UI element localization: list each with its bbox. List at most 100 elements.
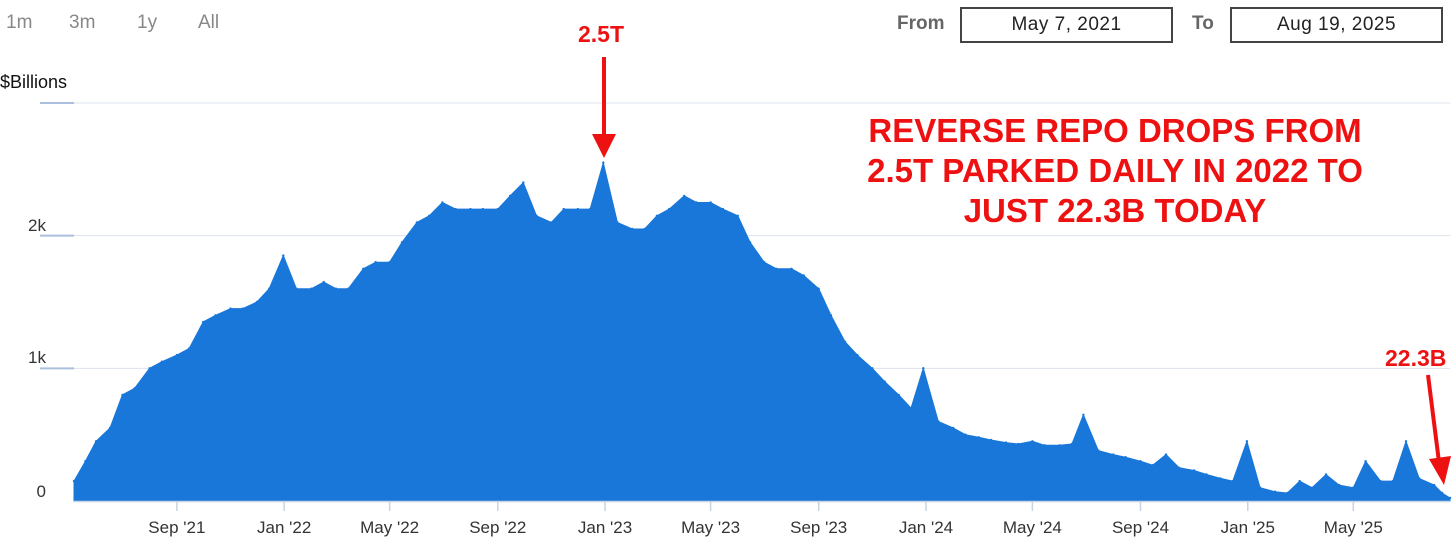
data-point — [1031, 440, 1034, 443]
data-point — [1124, 456, 1127, 459]
x-tick-label: Sep '24 — [1112, 518, 1169, 537]
data-point — [1433, 483, 1436, 487]
data-point — [843, 340, 847, 343]
data-point — [1258, 486, 1262, 489]
data-point — [1245, 440, 1249, 443]
from-date-field[interactable]: May 7, 2021 — [960, 7, 1173, 43]
data-point — [871, 367, 874, 370]
data-point — [883, 380, 886, 383]
from-label: From — [897, 13, 945, 34]
data-point — [763, 261, 766, 264]
to-label: To — [1192, 13, 1214, 34]
data-point — [909, 406, 913, 410]
data-point — [428, 214, 431, 217]
data-point — [121, 393, 124, 397]
x-axis: Sep '21 Jan '22 May '22 Sep '22 Jan '23 May '… — [74, 500, 1450, 537]
data-point — [1097, 449, 1100, 452]
data-point — [1139, 460, 1142, 463]
range-1m-button[interactable]: 1m — [6, 12, 33, 33]
data-point — [94, 440, 98, 443]
data-point — [616, 221, 619, 224]
data-point — [829, 314, 833, 317]
to-date-field[interactable]: Aug 19, 2025 — [1230, 7, 1443, 43]
data-point — [550, 221, 553, 224]
range-3m-button[interactable]: 3m — [69, 12, 96, 33]
peak-callout-label: 2.5T — [578, 21, 625, 47]
data-point — [937, 420, 940, 423]
data-point — [1418, 477, 1421, 480]
data-point — [388, 261, 391, 264]
data-point — [362, 267, 365, 270]
x-tick-label: Sep '21 — [148, 518, 205, 537]
data-point — [1310, 486, 1314, 489]
data-point — [576, 207, 579, 211]
data-point — [229, 307, 232, 310]
data-point — [282, 254, 285, 257]
data-point — [481, 207, 484, 211]
data-point — [989, 438, 993, 442]
data-point — [108, 426, 112, 430]
annotation-arrows — [592, 57, 1451, 485]
x-tick-label: Jan '22 — [257, 518, 311, 537]
data-point — [1391, 479, 1395, 483]
x-tick-label: Jan '24 — [899, 518, 953, 537]
latest-callout-label: 22.3B — [1385, 345, 1447, 371]
data-point — [148, 367, 151, 370]
data-point — [817, 287, 820, 290]
headline-line-1: REVERSE REPO DROPS FROM — [868, 112, 1362, 149]
data-point — [1178, 466, 1181, 469]
data-point — [310, 287, 313, 290]
x-tick-label: Jan '23 — [578, 518, 632, 537]
data-point — [602, 161, 605, 164]
data-point — [133, 387, 136, 390]
data-point — [1192, 469, 1196, 472]
data-point — [1082, 413, 1085, 416]
latest-arrow-shaft — [1426, 374, 1441, 463]
data-point — [721, 207, 725, 211]
data-point — [441, 201, 444, 204]
data-point — [1231, 479, 1235, 483]
series-area — [73, 160, 1451, 502]
data-point — [897, 393, 900, 397]
headline-annotation: REVERSE REPO DROPS FROM 2.5T PARKED DAIL… — [790, 111, 1440, 231]
data-point — [1448, 496, 1452, 500]
x-tick-label: May '24 — [1003, 518, 1062, 537]
y-tick-label-0: 0 — [36, 482, 46, 501]
data-point — [241, 307, 244, 310]
data-point — [214, 314, 217, 317]
data-point — [295, 287, 298, 290]
x-tick-label: Sep '23 — [790, 518, 847, 537]
x-tick-label: May '23 — [681, 518, 740, 537]
data-point — [1440, 491, 1444, 495]
data-point — [1324, 473, 1328, 476]
y-tick-label-1k: 1k — [28, 348, 46, 367]
headline-line-3: JUST 22.3B TODAY — [963, 192, 1267, 229]
data-point — [802, 274, 805, 277]
data-point — [1352, 486, 1355, 489]
data-point — [496, 207, 499, 211]
series-area-layer — [72, 160, 1452, 502]
latest-arrow-head — [1429, 456, 1451, 485]
x-tick-label: Jan '25 — [1221, 518, 1275, 537]
data-point — [202, 320, 205, 324]
x-tick-label: May '22 — [360, 518, 419, 537]
data-point — [72, 479, 76, 483]
data-point — [683, 194, 686, 198]
data-point — [1151, 464, 1155, 467]
data-point — [1404, 440, 1408, 443]
data-point — [643, 227, 646, 231]
data-point — [922, 367, 925, 370]
data-point — [1058, 444, 1061, 447]
range-all-button[interactable]: All — [198, 12, 220, 33]
data-point — [1219, 477, 1222, 480]
data-point — [977, 436, 980, 439]
peak-arrow-head — [592, 134, 616, 158]
data-point — [695, 201, 698, 204]
data-point — [322, 280, 325, 284]
range-1y-button[interactable]: 1y — [137, 12, 158, 33]
data-point — [522, 181, 525, 184]
data-point — [508, 194, 512, 198]
data-point — [1112, 453, 1115, 456]
data-point — [709, 201, 712, 204]
data-point — [175, 353, 179, 357]
